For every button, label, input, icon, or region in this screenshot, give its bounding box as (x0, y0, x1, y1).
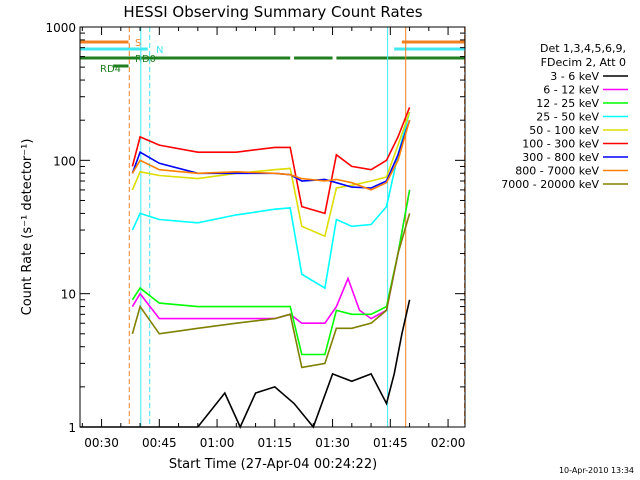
legend-entry-label: 7000 - 20000 keV (501, 178, 599, 191)
y-tick-label: 100 (53, 154, 76, 168)
x-tick-label: 01:00 (200, 436, 235, 450)
series-line-8 (131, 119, 411, 191)
x-tick-label: 00:45 (142, 436, 177, 450)
legend-entry-label: 100 - 300 keV (522, 138, 599, 151)
legend-entry-label: 3 - 6 keV (550, 70, 599, 83)
x-axis-ticks: 00:30 00:45 01:00 01:15 01:30 01:45 02:00 (81, 27, 466, 450)
x-tick-label: 01:45 (373, 436, 408, 450)
plot-frame (79, 26, 466, 428)
y-axis-label: Count Rate (s⁻¹ detector⁻¹) (20, 139, 35, 316)
legend-header: FDecim 2, Att 0 (541, 56, 626, 69)
series-line-9 (131, 213, 411, 369)
legend-header: Det 1,3,4,5,6,9, (540, 42, 626, 55)
state-label-rd0: RD0 (135, 54, 156, 65)
y-axis-ticks: 1 10 100 1000 (45, 21, 465, 435)
x-tick-label: 01:15 (258, 436, 293, 450)
series-line-7 (131, 119, 411, 189)
chart-title: HESSI Observing Summary Count Rates (123, 3, 422, 21)
state-label-n: N (156, 45, 163, 56)
state-label-rd4: RD4 (100, 64, 121, 75)
y-tick-label: 10 (61, 288, 76, 302)
legend-entry-label: 12 - 25 keV (536, 97, 599, 110)
legend-entry-label: 300 - 800 keV (522, 151, 599, 164)
legend: Det 1,3,4,5,6,9,FDecim 2, Att 03 - 6 keV… (501, 42, 628, 191)
x-tick-label: 01:30 (315, 436, 350, 450)
x-tick-label: 00:30 (84, 436, 119, 450)
series-line-3 (131, 189, 411, 356)
x-axis-label: Start Time (27-Apr-04 00:24:22) (169, 457, 377, 472)
series-line-6 (131, 107, 411, 215)
series-line-5 (131, 111, 411, 238)
legend-entry-label: 50 - 100 keV (529, 124, 599, 137)
legend-entry-label: 25 - 50 keV (536, 111, 599, 124)
series-line-4 (131, 111, 411, 290)
x-tick-label: 02:00 (431, 436, 466, 450)
series-line-2 (131, 189, 411, 325)
legend-entry-label: 6 - 12 keV (543, 84, 599, 97)
y-tick-label: 1000 (45, 21, 76, 35)
state-label-s: S (135, 38, 141, 49)
footer-stamp: 10-Apr-2010 13:34 (559, 466, 634, 475)
y-tick-label: 1 (68, 421, 76, 435)
legend-entry-label: 800 - 7000 keV (515, 165, 599, 178)
